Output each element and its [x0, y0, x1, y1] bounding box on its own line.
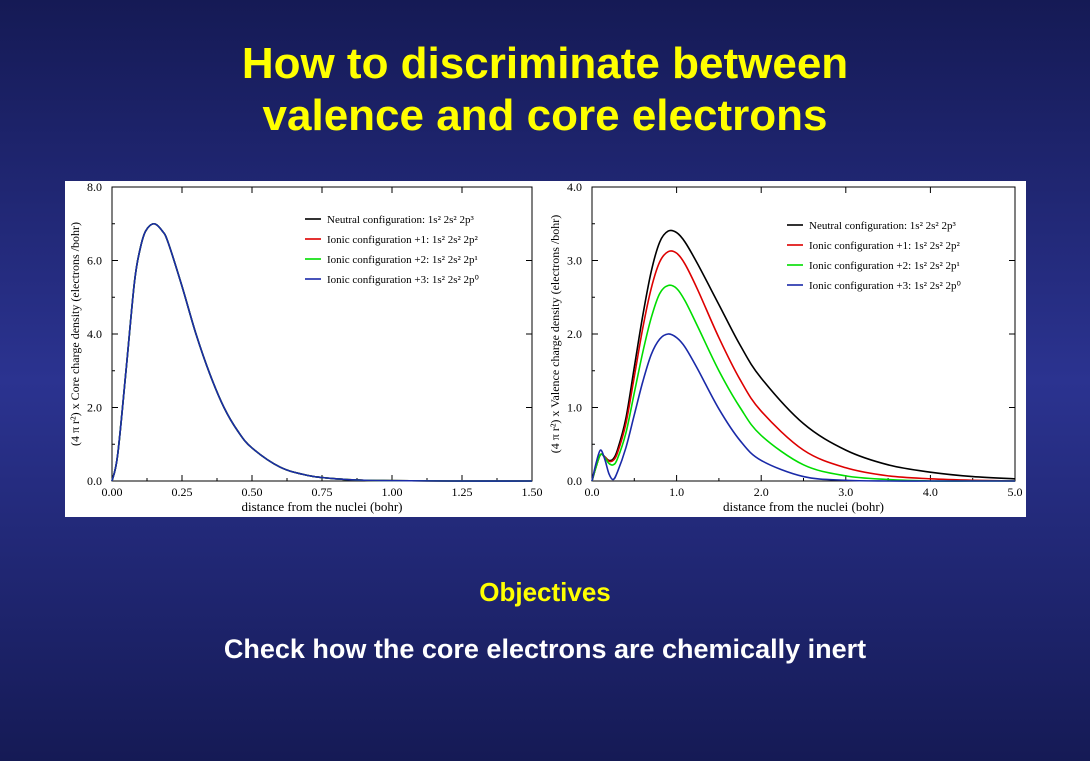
x-tick-label: 0.75	[312, 485, 333, 499]
x-tick-label: 0.00	[102, 485, 123, 499]
legend-label: Ionic configuration +3: 1s² 2s² 2p⁰	[809, 280, 962, 292]
x-tick-label: 0.25	[172, 485, 193, 499]
x-tick-label: 0.50	[242, 485, 263, 499]
x-tick-label: 3.0	[838, 485, 853, 499]
y-tick-label: 2.0	[87, 401, 102, 415]
y-axis-label: (4 π r²) x Valence charge density (elect…	[548, 215, 562, 453]
x-tick-label: 1.25	[452, 485, 473, 499]
x-axis-label: distance from the nuclei (bohr)	[723, 499, 884, 514]
x-tick-label: 0.0	[585, 485, 600, 499]
x-tick-label: 5.0	[1008, 485, 1023, 499]
y-tick-label: 1.0	[567, 401, 582, 415]
y-tick-label: 0.0	[567, 474, 582, 488]
x-tick-label: 1.50	[522, 485, 543, 499]
x-tick-label: 1.0	[669, 485, 684, 499]
objectives-text: Check how the core electrons are chemica…	[223, 634, 867, 664]
x-tick-label: 2.0	[754, 485, 769, 499]
y-tick-label: 6.0	[87, 254, 102, 268]
title-line-1: How to discriminate between	[241, 39, 849, 88]
title-line-2: valence and core electrons	[262, 91, 828, 140]
y-tick-label: 4.0	[87, 327, 102, 341]
series-line	[591, 250, 1016, 482]
legend-label: Ionic configuration +1: 1s² 2s² 2p²	[327, 234, 479, 246]
series-line	[591, 333, 1015, 482]
y-tick-label: 8.0	[87, 181, 102, 194]
series-line	[591, 284, 1015, 482]
y-tick-label: 2.0	[567, 327, 582, 341]
legend-label: Ionic configuration +3: 1s² 2s² 2p⁰	[327, 274, 480, 286]
objectives-heading: Objectives	[479, 577, 611, 607]
y-tick-label: 0.0	[87, 474, 102, 488]
core-density-chart: 0.00 0.25 0.50 0.75 1.00 1.25 1.50 0.0 2.0 4.0 6.0…	[68, 181, 543, 514]
legend-label: Neutral configuration: 1s² 2s² 2p³	[809, 220, 956, 232]
y-tick-label: 4.0	[567, 181, 582, 194]
plot-frame	[111, 186, 533, 482]
y-tick-label: 3.0	[567, 254, 582, 268]
x-axis-label: distance from the nuclei (bohr)	[242, 499, 403, 514]
x-tick-label: 4.0	[923, 485, 938, 499]
slide-title: How to discriminate between valence and …	[0, 38, 1090, 142]
legend-label: Ionic configuration +2: 1s² 2s² 2p¹	[327, 254, 478, 266]
legend-label: Neutral configuration: 1s² 2s² 2p³	[327, 214, 474, 226]
charge-density-figure: 0.00 0.25 0.50 0.75 1.00 1.25 1.50 0.0 2.0 4.0 6.0…	[65, 181, 1026, 517]
charts-canvas: 0.00 0.25 0.50 0.75 1.00 1.25 1.50 0.0 2.0 4.0 6.0…	[68, 181, 1023, 514]
series-line	[111, 222, 533, 482]
x-tick-label: 1.00	[382, 485, 403, 499]
valence-density-chart: 0.0 1.0 2.0 3.0 4.0 5.0 0.0 1.0 2.0 3.0 4.0 distanc…	[548, 181, 1023, 514]
legend-label: Ionic configuration +1: 1s² 2s² 2p²	[809, 240, 961, 252]
y-axis-label: (4 π r²) x Core charge density (electron…	[68, 222, 82, 446]
legend-label: Ionic configuration +2: 1s² 2s² 2p¹	[809, 260, 960, 272]
